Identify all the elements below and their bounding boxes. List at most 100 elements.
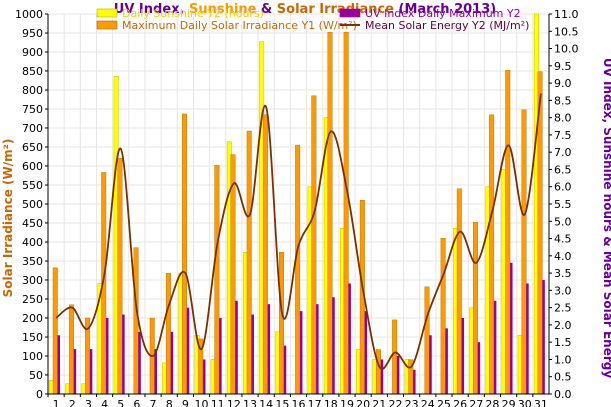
uv-index-bar bbox=[154, 349, 157, 394]
uv-index-bar bbox=[348, 283, 351, 394]
legend-label: Mean Solar Energy Y2 (MJ/m²) bbox=[365, 19, 529, 32]
x-tick-label: 10 bbox=[195, 398, 209, 407]
x-tick-label: 12 bbox=[227, 398, 241, 407]
x-tick-label: 17 bbox=[308, 398, 322, 407]
uv-index-bar bbox=[219, 318, 222, 394]
y-tick-left-label: 350 bbox=[22, 255, 43, 268]
legend-label: UV Index Daily Maximum Y2 bbox=[365, 7, 521, 20]
y-tick-left-label: 600 bbox=[22, 160, 43, 173]
uv-index-bar bbox=[396, 356, 400, 394]
energy-line-layer bbox=[55, 93, 542, 370]
irradiance-bar bbox=[52, 267, 58, 395]
x-tick-label: 16 bbox=[292, 398, 306, 407]
y-tick-right-label: 7.5 bbox=[554, 129, 572, 142]
x-tick-label: 6 bbox=[133, 398, 140, 407]
x-tick-label: 29 bbox=[502, 398, 516, 407]
irradiance-bar bbox=[343, 32, 349, 395]
legend-swatch bbox=[339, 8, 361, 18]
uv-index-bar bbox=[73, 349, 77, 394]
legend-swatch bbox=[96, 20, 118, 30]
bars-layer bbox=[49, 13, 545, 395]
x-tick-label: 25 bbox=[437, 398, 451, 407]
x-tick-label: 8 bbox=[166, 398, 173, 407]
mean-solar-energy-line bbox=[55, 93, 542, 370]
y-tick-right-label: 4.5 bbox=[554, 233, 572, 246]
irradiance-bar bbox=[246, 130, 252, 395]
x-tick-label: 5 bbox=[117, 398, 124, 407]
uv-index-bar bbox=[267, 304, 271, 394]
x-tick-label: 31 bbox=[534, 398, 548, 407]
y-tick-right-label: 5.5 bbox=[554, 198, 572, 211]
y-tick-left-label: 850 bbox=[22, 65, 43, 78]
x-tick-label: 26 bbox=[453, 398, 467, 407]
chart-title-part: Solar Irradiance bbox=[277, 2, 394, 17]
uv-index-bar bbox=[316, 304, 319, 394]
y-tick-left-label: 550 bbox=[22, 179, 43, 192]
uv-index-bar bbox=[429, 335, 432, 394]
uv-index-bar bbox=[235, 300, 238, 394]
x-tick-label: 27 bbox=[469, 398, 483, 407]
y-tick-right-label: 5.0 bbox=[554, 215, 572, 228]
x-tick-label: 22 bbox=[388, 398, 402, 407]
y-tick-right-label: 10.5 bbox=[554, 25, 579, 38]
y-tick-right-label: 11.0 bbox=[554, 8, 579, 21]
y-tick-left-label: 700 bbox=[22, 122, 43, 135]
y-tick-right-label: 6.0 bbox=[554, 181, 572, 194]
legend-swatch bbox=[96, 8, 118, 18]
y-tick-right-label: 3.0 bbox=[554, 284, 572, 297]
uv-index-bar bbox=[477, 342, 481, 394]
y-tick-right-label: 8.5 bbox=[554, 94, 572, 107]
uv-index-bar bbox=[542, 280, 545, 394]
x-tick-label: 4 bbox=[101, 398, 108, 407]
uv-index-bar bbox=[332, 297, 335, 394]
irradiance-bar bbox=[472, 222, 478, 395]
uv-index-bar bbox=[170, 331, 174, 394]
irradiance-bar bbox=[230, 154, 236, 395]
y-tick-right-label: 10.0 bbox=[554, 43, 579, 56]
x-tick-label: 20 bbox=[356, 398, 370, 407]
x-tick-label: 19 bbox=[340, 398, 354, 407]
y-axis-left-title: Solar Irradiance (W/m²) bbox=[1, 139, 15, 298]
irradiance-bar bbox=[117, 158, 123, 395]
uv-index-bar bbox=[461, 318, 465, 394]
y-tick-right-label: 6.5 bbox=[554, 163, 572, 176]
irradiance-bar bbox=[214, 165, 220, 395]
uv-index-bar bbox=[122, 314, 125, 394]
y-tick-left-label: 400 bbox=[22, 236, 43, 249]
irradiance-bar bbox=[295, 144, 301, 395]
y-tick-right-label: 0.5 bbox=[554, 371, 572, 384]
x-tick-label: 1 bbox=[53, 398, 60, 407]
irradiance-bar bbox=[165, 272, 171, 395]
irradiance-bar bbox=[440, 237, 446, 395]
uv-index-bar bbox=[413, 369, 416, 394]
y-tick-right-label: 4.0 bbox=[554, 250, 572, 263]
x-tick-label: 11 bbox=[211, 398, 225, 407]
chart-title-part: Sunshine bbox=[189, 2, 257, 17]
irradiance-bar bbox=[262, 114, 268, 395]
chart-title-part: & bbox=[256, 2, 276, 17]
x-tick-label: 9 bbox=[182, 398, 189, 407]
y-tick-left-label: 300 bbox=[22, 274, 43, 287]
uv-index-bar bbox=[364, 311, 368, 394]
irradiance-bar bbox=[311, 95, 317, 395]
uv-index-bar bbox=[57, 335, 61, 394]
irradiance-bar bbox=[505, 70, 511, 395]
y-tick-right-label: 0.0 bbox=[554, 388, 572, 401]
uv-index-bar bbox=[526, 283, 529, 394]
x-tick-label: 3 bbox=[85, 398, 92, 407]
y-tick-left-label: 150 bbox=[22, 331, 43, 344]
uv-index-bar bbox=[510, 262, 513, 394]
axes-layer: 0 50 100 150 200 250 300 350 400 450 500 550 600 650 7… bbox=[15, 8, 579, 407]
uv-index-bar bbox=[138, 331, 141, 394]
uv-index-bar bbox=[299, 311, 303, 394]
y-tick-right-label: 9.0 bbox=[554, 77, 572, 90]
irradiance-bar bbox=[279, 252, 284, 395]
y-tick-left-label: 500 bbox=[22, 198, 43, 211]
x-tick-label: 13 bbox=[243, 398, 257, 407]
chart-title: UV Index, Sunshine & Solar Irradiance (M… bbox=[114, 2, 496, 17]
y-tick-right-label: 3.5 bbox=[554, 267, 572, 280]
x-tick-label: 15 bbox=[275, 398, 289, 407]
x-tick-label: 21 bbox=[372, 398, 386, 407]
